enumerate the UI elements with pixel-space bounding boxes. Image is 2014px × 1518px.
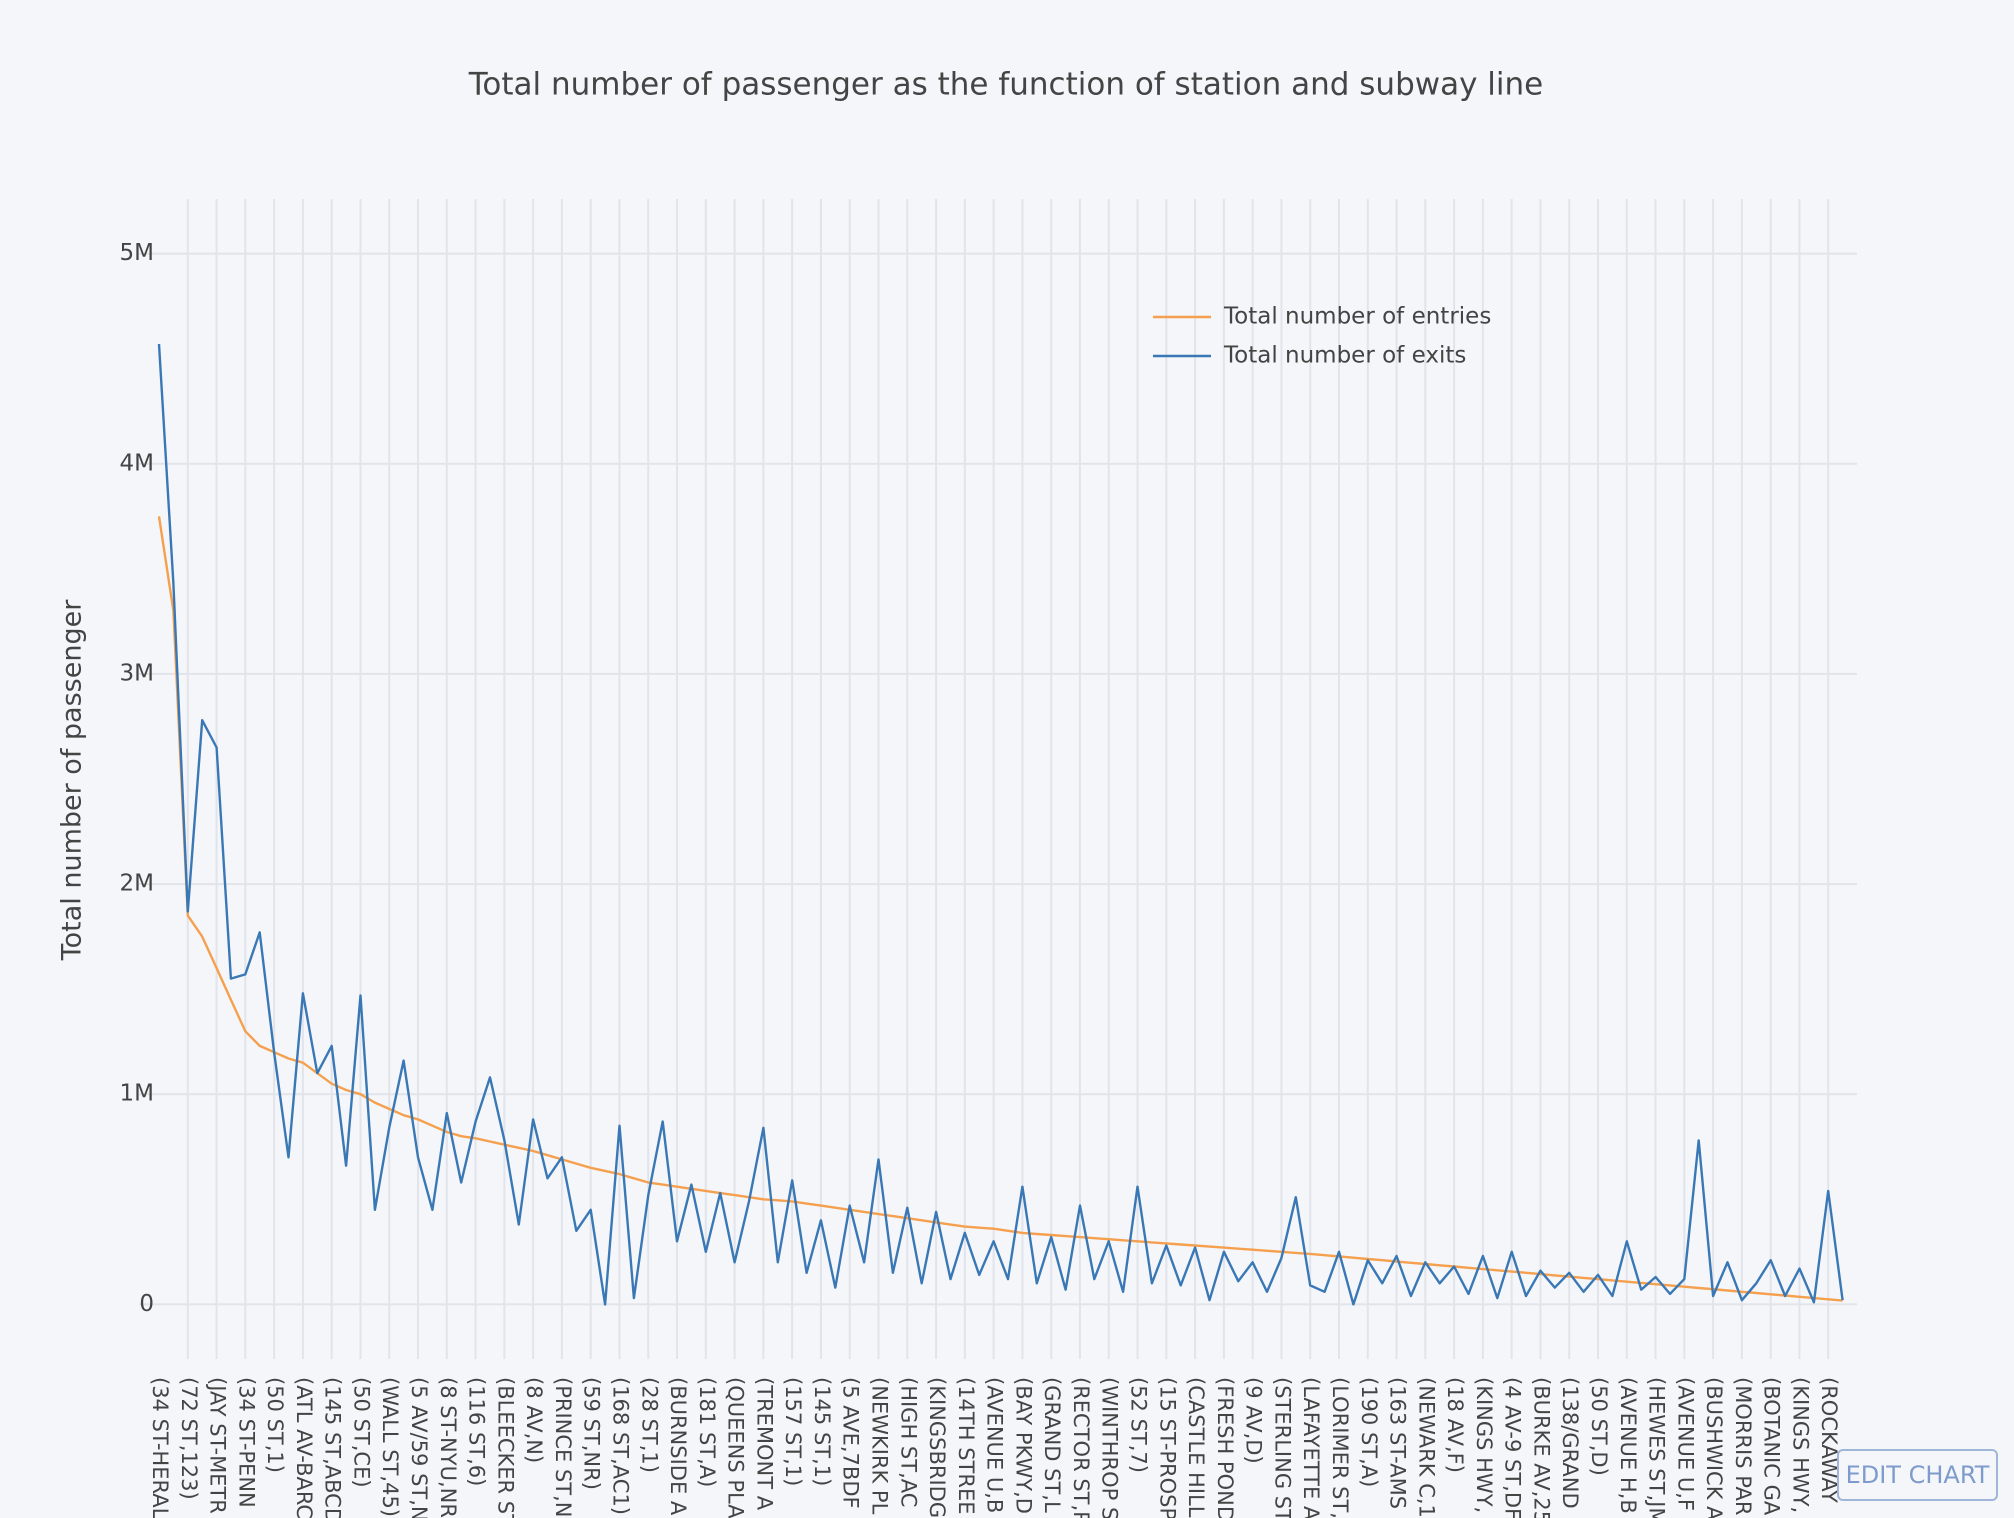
x-tick-label: (157 ST,1) (781, 1377, 805, 1486)
x-tick-label: (BURNSIDE A (666, 1377, 690, 1516)
x-tick-label: (AVENUE U,B (983, 1377, 1007, 1513)
x-tick-label: (BUSHWICK A (1702, 1377, 1726, 1518)
x-tick-label: (RECTOR ST,R (1069, 1377, 1093, 1518)
y-tick-label: 2M (120, 871, 154, 897)
x-tick-label: (QUEENS PLA (724, 1377, 748, 1518)
x-tick-label: (FRESH POND (1213, 1377, 1237, 1518)
chart-title: Total number of passenger as the functio… (468, 67, 1544, 103)
x-tick-label: (168 ST,AC1) (608, 1377, 632, 1515)
series-line (157, 516, 1843, 1302)
x-tick-label: (8 ST-NYU,NR (436, 1377, 460, 1518)
x-tick-label: (HEWES ST,JM (1645, 1377, 1669, 1518)
x-tick-label: (50 ST,CE) (349, 1377, 373, 1488)
y-tick-label: 4M (120, 450, 154, 476)
x-tick-label: (59 ST,NR) (580, 1377, 604, 1490)
x-tick-label: (34 ST-HERAL (148, 1377, 172, 1518)
x-tick-label: (72 ST,123) (177, 1377, 201, 1500)
x-tick-label: (15 ST-PROSP (1155, 1377, 1179, 1518)
x-tick-label: (WINTHROP S (1098, 1377, 1122, 1518)
x-tick-label: (163 ST-AMS (1386, 1377, 1410, 1509)
x-tick-label: (BOTANIC GA (1760, 1377, 1784, 1516)
x-tick-label: (14TH STREE (954, 1377, 978, 1515)
x-tick-label: (181 ST,A) (695, 1377, 719, 1487)
grid (139, 199, 1857, 1359)
x-tick-label: (TREMONT A (752, 1377, 776, 1511)
y-axis-title: Total number of passenger (57, 599, 88, 961)
series-line (157, 343, 1844, 1306)
x-tick-label: (WALL ST,45) (378, 1377, 402, 1517)
x-tick-label: (145 ST,1) (810, 1377, 834, 1486)
x-tick-label: (138/GRAND (1558, 1377, 1582, 1509)
x-tick-label: (KINGS HWY, (1472, 1377, 1496, 1513)
y-tick-label: 5M (120, 240, 154, 266)
x-tick-label: (PRINCE ST,N (551, 1377, 575, 1518)
legend-label: Total number of exits (1223, 343, 1466, 369)
x-tick-label: (NEWARK C,1 (1414, 1377, 1438, 1518)
x-tick-label: (8 AV,N) (522, 1377, 546, 1463)
x-tick-label: (HIGH ST,AC (896, 1377, 920, 1507)
x-tick-label: (28 ST,1) (637, 1377, 661, 1473)
y-tick-label: 3M (120, 660, 154, 686)
x-tick-label: (145 ST,ABCD (321, 1377, 345, 1518)
x-tick-label: (AVENUE U,F (1673, 1377, 1697, 1511)
x-tick-label: (9 AV,D) (1242, 1377, 1266, 1464)
x-tick-label: (116 ST,6) (465, 1377, 489, 1486)
x-tick-label: (LAFAYETTE A (1299, 1377, 1323, 1518)
y-tick-label: 1M (120, 1081, 154, 1107)
x-tick-label: (KINGS HWY, (1788, 1377, 1812, 1513)
x-tick-label: (4 AV-9 ST,DF (1501, 1377, 1525, 1518)
x-tick-label: (BURKE AV,25 (1529, 1377, 1553, 1518)
x-tick-label: (5 AVE,7BDF (839, 1377, 863, 1509)
x-tick-label: (50 ST,D) (1587, 1377, 1611, 1476)
edit-chart-button[interactable]: EDIT CHART (1837, 1449, 1998, 1501)
x-tick-label: (CASTLE HILL (1184, 1377, 1208, 1518)
x-tick-label: (52 ST,7) (1127, 1377, 1151, 1473)
x-tick-label: (34 ST-PENN (234, 1377, 258, 1508)
x-tick-label: (GRAND ST,L (1040, 1377, 1064, 1513)
legend-label: Total number of entries (1223, 304, 1491, 330)
x-tick-label: (KINGSBRIDG (925, 1377, 949, 1518)
x-tick-label: (190 ST,A) (1357, 1377, 1381, 1487)
x-tick-label: (BAY PKWY,D (1011, 1377, 1035, 1514)
x-tick-label: (LORIMER ST, (1328, 1377, 1352, 1518)
x-tick-label: (5 AV/59 ST,N (407, 1377, 431, 1518)
x-tick-label: (NEWKIRK PL (868, 1377, 892, 1515)
x-tick-label: (STERLING ST (1270, 1377, 1294, 1518)
x-tick-label: (ATL AV-BARC (292, 1377, 316, 1518)
x-tick-label: (MORRIS PAR (1731, 1377, 1755, 1516)
x-tick-label: (18 AV,F) (1443, 1377, 1467, 1473)
x-tick-label: (JAY ST-METR (206, 1377, 230, 1514)
x-tick-label: (50 ST,1) (263, 1377, 287, 1473)
x-tick-label: (BLEECKER ST (493, 1377, 517, 1518)
y-tick-label: 0 (139, 1291, 154, 1317)
x-tick-label: (AVENUE H,B (1616, 1377, 1640, 1514)
